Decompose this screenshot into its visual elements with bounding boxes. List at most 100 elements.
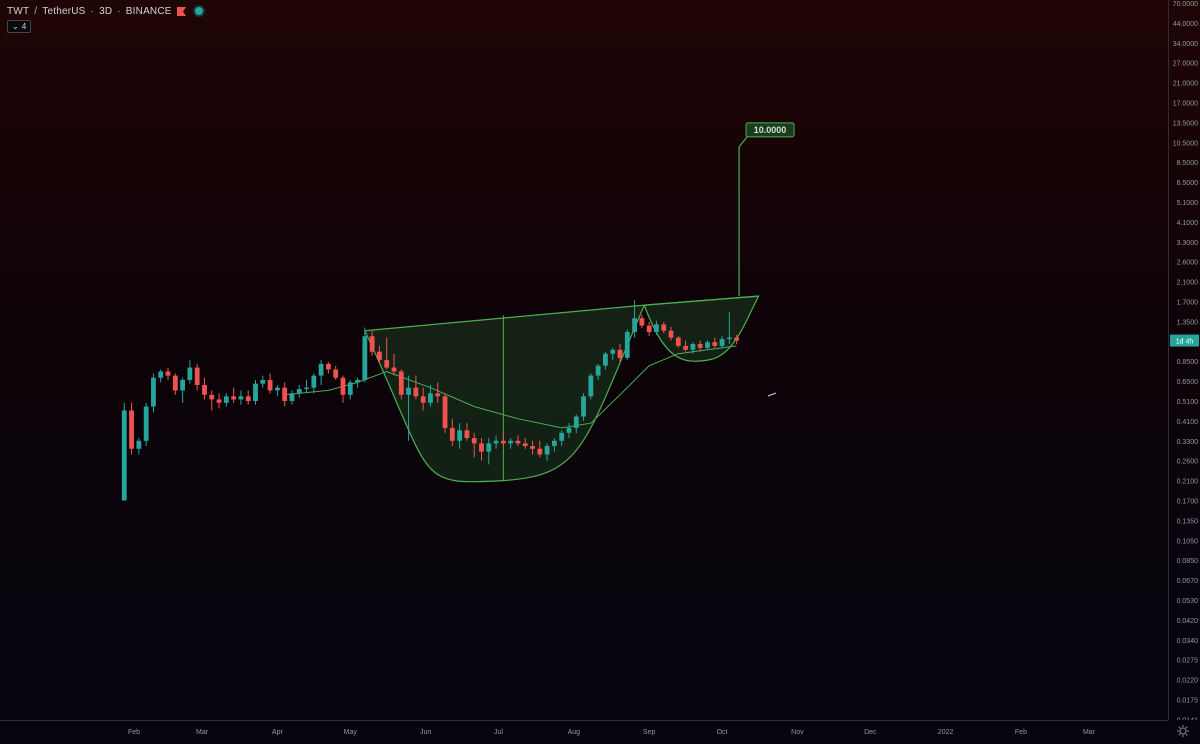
candle-body: [464, 430, 470, 439]
candle: [610, 347, 616, 361]
candle: [223, 393, 229, 407]
candle: [639, 314, 645, 329]
price-tick-label: 0.8500: [1177, 359, 1199, 366]
candle: [522, 438, 528, 449]
price-tick-label: 2.1000: [1177, 280, 1199, 287]
price-tick-label: 0.0220: [1177, 678, 1199, 685]
candle-body: [318, 363, 324, 376]
candle-body: [479, 443, 484, 452]
price-tick-label: 0.0141: [1177, 717, 1199, 720]
candle: [632, 300, 637, 338]
time-axis[interactable]: Feb Mar Apr May Jun Jul Aug Sep Oct Nov Dec 2022 Feb…: [0, 720, 1168, 744]
price-tick-label: 8.5000: [1177, 160, 1199, 167]
candle: [238, 390, 244, 405]
candle-body: [282, 387, 288, 401]
price-tick-label: 0.0670: [1177, 578, 1199, 585]
candle: [121, 402, 127, 501]
candle-body: [231, 396, 237, 400]
candle-body: [406, 387, 411, 395]
candle-body: [544, 446, 550, 455]
time-tick-label: Sep: [643, 729, 656, 736]
candle: [187, 360, 193, 384]
candle: [282, 382, 288, 407]
candle: [624, 329, 630, 361]
candle: [675, 336, 681, 348]
candle: [544, 443, 550, 461]
candle: [143, 402, 149, 447]
candle: [428, 384, 433, 407]
candle: [326, 362, 331, 374]
indicator-count: 4: [21, 22, 27, 31]
candle: [435, 382, 441, 403]
price-tick-label: 0.0850: [1177, 558, 1199, 565]
flag-icon[interactable]: [176, 6, 186, 16]
candle-body: [683, 345, 689, 350]
candle: [129, 402, 134, 455]
candle: [209, 390, 215, 411]
candle-body: [398, 371, 404, 395]
handle-rim: [644, 295, 759, 306]
price-tick-label: 0.2600: [1177, 459, 1199, 466]
candle-body: [158, 371, 164, 378]
candle-body: [202, 384, 207, 395]
candle: [668, 326, 674, 341]
candle-body: [690, 344, 696, 350]
time-axis-divider: [0, 720, 1168, 721]
candle-body: [253, 383, 258, 401]
price-tick-label: 4.1000: [1177, 220, 1199, 227]
candle-body: [442, 396, 448, 428]
candle-body: [624, 332, 630, 358]
indicators-toggle-button[interactable]: ⌄ 4: [7, 20, 32, 33]
candle: [581, 393, 586, 421]
candle-body: [486, 443, 492, 452]
exchange-label: BINANCE: [125, 5, 172, 17]
candle-body: [304, 387, 309, 390]
candle: [398, 369, 404, 400]
callout-pointer: [738, 136, 748, 148]
candle-body: [209, 394, 215, 400]
candle-body: [216, 399, 222, 403]
time-tick-label: Feb: [1015, 729, 1027, 736]
candle: [296, 384, 302, 398]
candle-body: [675, 337, 681, 346]
candle: [274, 384, 280, 397]
price-tick-label: 21.0000: [1173, 81, 1198, 88]
price-tick-label: 1.3500: [1177, 319, 1199, 326]
time-tick-label: 2022: [938, 729, 954, 736]
candle: [391, 353, 397, 376]
price-chart[interactable]: 10.0000: [0, 0, 1168, 720]
price-tick-label: 1.7000: [1177, 300, 1199, 307]
candle: [420, 387, 426, 411]
price-axis[interactable]: 70.0000 44.0000 34.0000 27.0000 21.0000 17.00…: [1168, 0, 1200, 720]
candle: [165, 367, 171, 380]
candle: [355, 377, 360, 388]
candle-body: [296, 389, 302, 394]
gear-icon[interactable]: [1176, 724, 1190, 738]
candle-body: [551, 440, 557, 447]
price-tick-label: 44.0000: [1173, 21, 1198, 28]
symbol-header[interactable]: TWT / TetherUS · 3D · BINANCE: [7, 4, 203, 18]
quote-symbol: TetherUS: [42, 5, 86, 17]
candle-body: [726, 337, 732, 340]
candlestick-series: [121, 300, 740, 501]
interval-label[interactable]: 3D: [99, 5, 113, 17]
candle-body: [129, 410, 134, 449]
price-tick-label: 0.1700: [1177, 499, 1199, 506]
candle: [683, 340, 689, 352]
price-tick-label: 0.0275: [1177, 658, 1199, 665]
candle: [530, 440, 535, 455]
price-tick-label: 0.1050: [1177, 538, 1199, 545]
candle-body: [530, 446, 535, 449]
candle: [551, 438, 557, 452]
candle-body: [719, 339, 725, 346]
candle: [479, 438, 484, 461]
candle-body: [573, 416, 579, 428]
candle: [304, 379, 309, 394]
time-tick-label: Feb: [128, 729, 140, 736]
candle: [500, 432, 506, 447]
candle-body: [500, 440, 506, 444]
candle-body: [697, 344, 703, 348]
time-tick-label: Mar: [196, 729, 209, 736]
time-tick-label: Aug: [568, 729, 581, 736]
